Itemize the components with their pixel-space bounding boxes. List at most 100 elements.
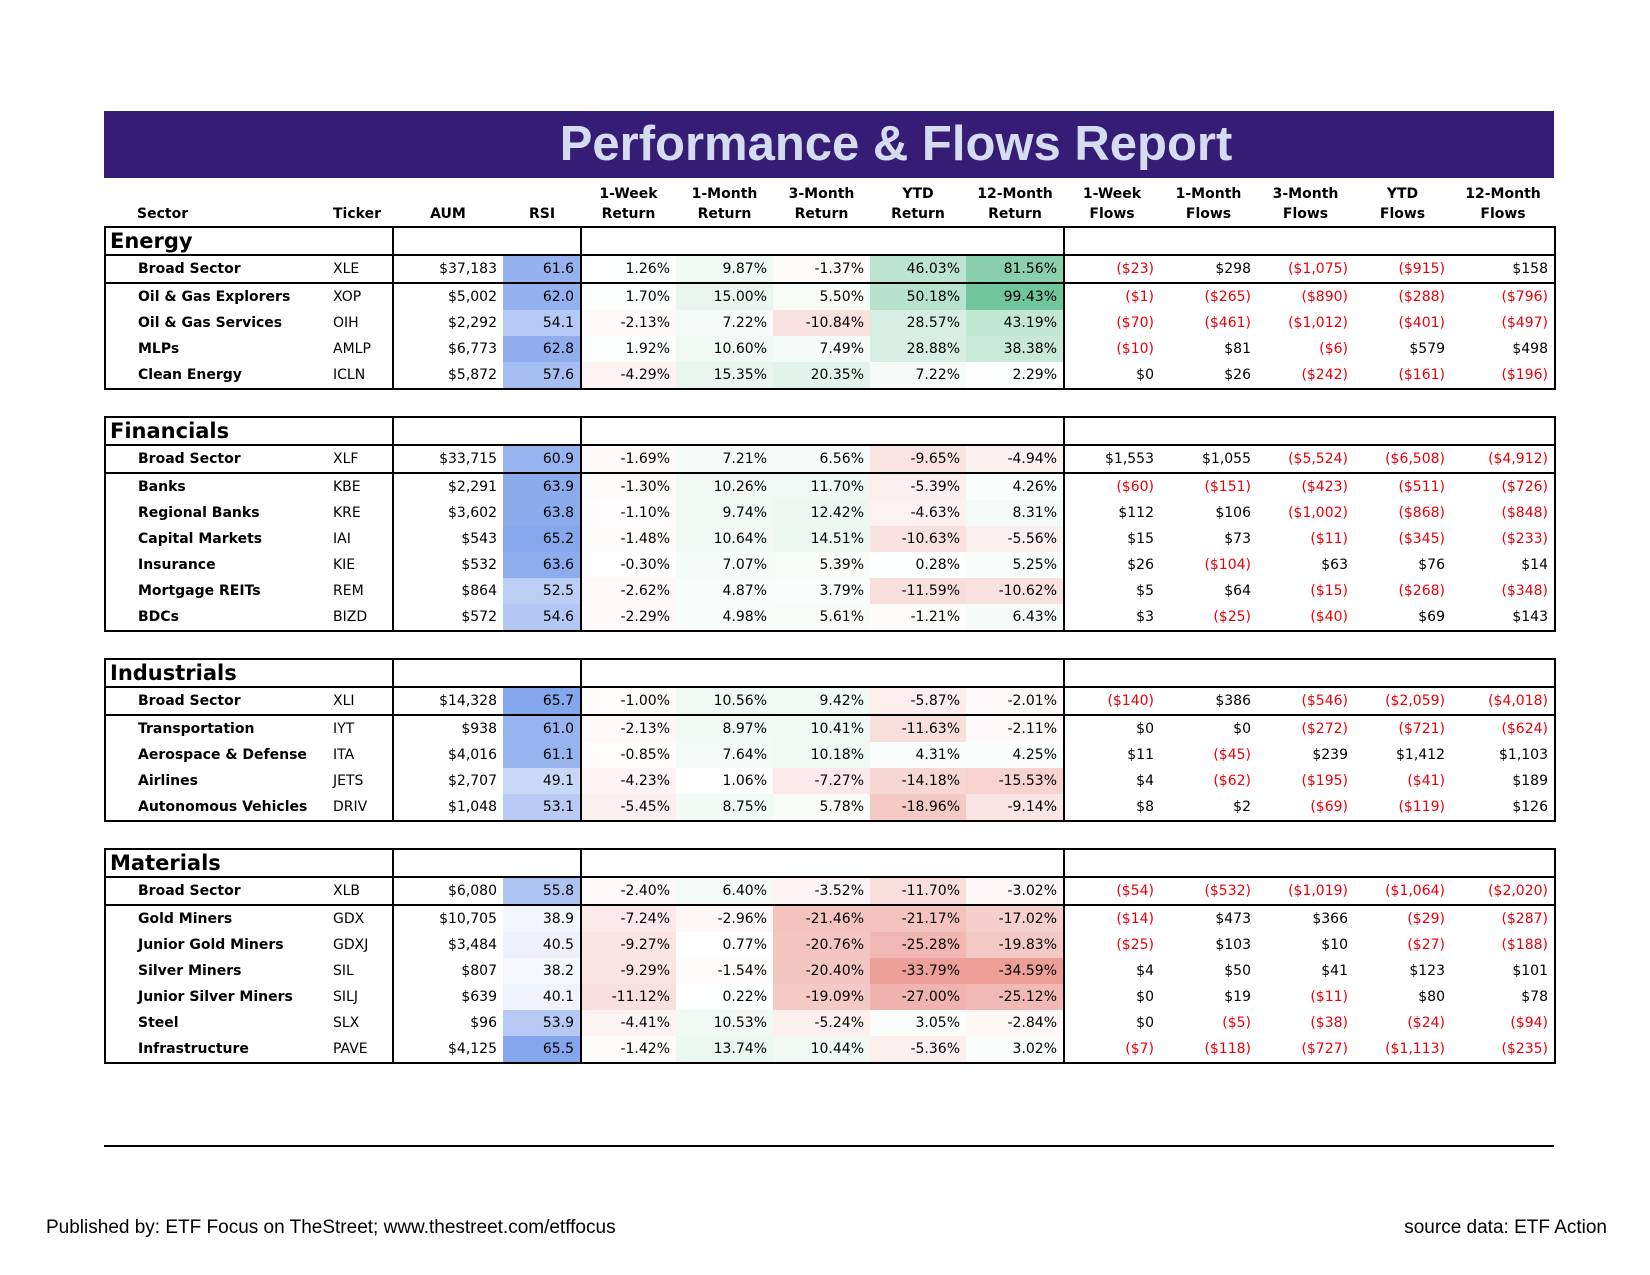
rsi-value: 63.9 xyxy=(503,473,581,500)
flow-value: $126 xyxy=(1451,794,1556,822)
column-header-line2: Return xyxy=(794,206,849,222)
column-header: 3-Month Return xyxy=(773,178,870,227)
return-value: 15.35% xyxy=(676,362,773,390)
return-value: 4.25% xyxy=(966,742,1064,768)
fund-name: Junior Silver Miners xyxy=(104,984,325,1010)
flow-value: $1,412 xyxy=(1396,747,1445,763)
return-value: -11.63% xyxy=(870,715,966,742)
aum-value: $37,183 xyxy=(392,255,503,284)
column-header: AUM xyxy=(393,178,503,227)
return-value: 5.25% xyxy=(966,552,1064,578)
ticker: IYT xyxy=(333,721,355,737)
return-value: 2.29% xyxy=(966,362,1064,390)
return-value: 9.87% xyxy=(676,255,773,284)
return-value: -27.00% xyxy=(870,984,966,1010)
aum-value: $6,080 xyxy=(392,877,503,906)
fund-name: Broad Sector xyxy=(104,877,325,906)
flow-value: ($242) xyxy=(1257,362,1354,390)
flow-value: $15 xyxy=(1063,526,1160,552)
header-row: Sector Ticker AUM RSI 1-Week Return 1-Month Ret… xyxy=(105,178,1555,227)
return-value: 10.41% xyxy=(773,715,870,742)
fund-name: Insurance xyxy=(104,552,325,578)
flow-value: ($27) xyxy=(1407,937,1445,953)
flow-value: ($6) xyxy=(1319,341,1348,357)
fund-name: Transportation xyxy=(104,715,325,742)
flow-value: $78 xyxy=(1451,984,1556,1010)
flow-value: ($140) xyxy=(1063,687,1160,716)
flow-value: ($1,064) xyxy=(1354,877,1451,906)
ticker: XLI xyxy=(325,687,393,716)
sector-header-row: Financials xyxy=(104,416,1556,446)
flow-value: $4 xyxy=(1063,768,1160,794)
return-value: 38.38% xyxy=(966,336,1064,362)
flow-value: $0 xyxy=(1233,721,1251,737)
return-value: 50.18% xyxy=(870,283,966,310)
published-by-note: Published by: ETF Focus on TheStreet; ww… xyxy=(46,1217,616,1238)
flow-value: ($151) xyxy=(1204,479,1251,495)
ticker: BIZD xyxy=(325,604,393,632)
flow-value: ($5,524) xyxy=(1257,445,1354,474)
column-header-line2: Sector xyxy=(137,206,189,222)
flow-value: ($4,912) xyxy=(1451,445,1556,474)
return-value: -0.85% xyxy=(580,742,676,768)
column-header: 1-Week Flows xyxy=(1064,178,1160,227)
flow-value: ($54) xyxy=(1063,877,1160,906)
flow-value: $5 xyxy=(1063,578,1160,604)
column-header-line2: Return xyxy=(697,206,752,222)
flow-value: ($94) xyxy=(1451,1010,1556,1036)
flow-value: ($10) xyxy=(1063,336,1160,362)
return-value: 99.43% xyxy=(966,283,1064,310)
return-value: -5.56% xyxy=(966,526,1064,552)
ticker: KIE xyxy=(333,557,356,573)
return-value: 8.75% xyxy=(676,794,773,822)
return-value: 10.60% xyxy=(676,336,773,362)
flow-value: $239 xyxy=(1312,747,1348,763)
aum-value: $2,292 xyxy=(392,310,503,336)
flow-value: ($233) xyxy=(1451,526,1556,552)
flow-value: ($161) xyxy=(1354,362,1451,390)
return-value: -11.12% xyxy=(580,984,676,1010)
return-value: -2.84% xyxy=(966,1010,1064,1036)
fund-name: Airlines xyxy=(104,768,325,794)
rsi-value: 38.9 xyxy=(503,905,581,932)
return-value: -21.46% xyxy=(773,905,870,932)
rsi-value: 54.6 xyxy=(503,604,581,632)
footer-divider xyxy=(104,1145,1554,1147)
flow-value: ($796) xyxy=(1451,283,1556,310)
sector-spacer xyxy=(105,821,1555,849)
flow-value: $158 xyxy=(1451,255,1556,284)
aum-value: $807 xyxy=(392,958,503,984)
ticker: IAI xyxy=(333,531,351,547)
flow-value: $26 xyxy=(1160,362,1257,390)
flow-value: $0 xyxy=(1063,362,1160,390)
return-value: -20.40% xyxy=(773,958,870,984)
source-note: source data: ETF Action xyxy=(1404,1217,1607,1238)
flow-value: ($727) xyxy=(1257,1036,1354,1064)
ticker: SILJ xyxy=(333,989,358,1005)
return-value: -2.11% xyxy=(966,715,1064,742)
return-value: -15.53% xyxy=(966,768,1064,794)
return-value: -1.42% xyxy=(580,1036,676,1064)
flow-value: $0 xyxy=(1063,715,1160,742)
flow-value: $386 xyxy=(1160,687,1257,716)
flow-value: ($848) xyxy=(1451,500,1556,526)
return-value: -4.41% xyxy=(580,1010,676,1036)
flow-value: $76 xyxy=(1418,557,1445,573)
column-header-line2: RSI xyxy=(528,206,556,222)
fund-name: Junior Gold Miners xyxy=(104,932,325,958)
flow-value: $1,553 xyxy=(1063,445,1160,474)
table-row: Regional Banks KRE $3,602 63.8 -1.10% 9.74% 12… xyxy=(104,500,1556,526)
flow-value: ($265) xyxy=(1204,289,1251,305)
return-value: -17.02% xyxy=(966,905,1064,932)
return-value: -9.65% xyxy=(870,445,966,474)
table-row: Gold Miners GDX $10,705 38.9 -7.24% -2.96% -21… xyxy=(104,905,1556,932)
flow-value: ($188) xyxy=(1451,932,1556,958)
fund-name: BDCs xyxy=(104,604,325,632)
return-value: 8.97% xyxy=(676,715,773,742)
column-header-line2: Flows xyxy=(1185,206,1232,222)
aum-value: $2,291 xyxy=(392,473,503,500)
return-value: 1.70% xyxy=(580,283,676,310)
flow-value: ($104) xyxy=(1204,557,1251,573)
flow-value: ($726) xyxy=(1451,473,1556,500)
return-value: -11.70% xyxy=(870,877,966,906)
